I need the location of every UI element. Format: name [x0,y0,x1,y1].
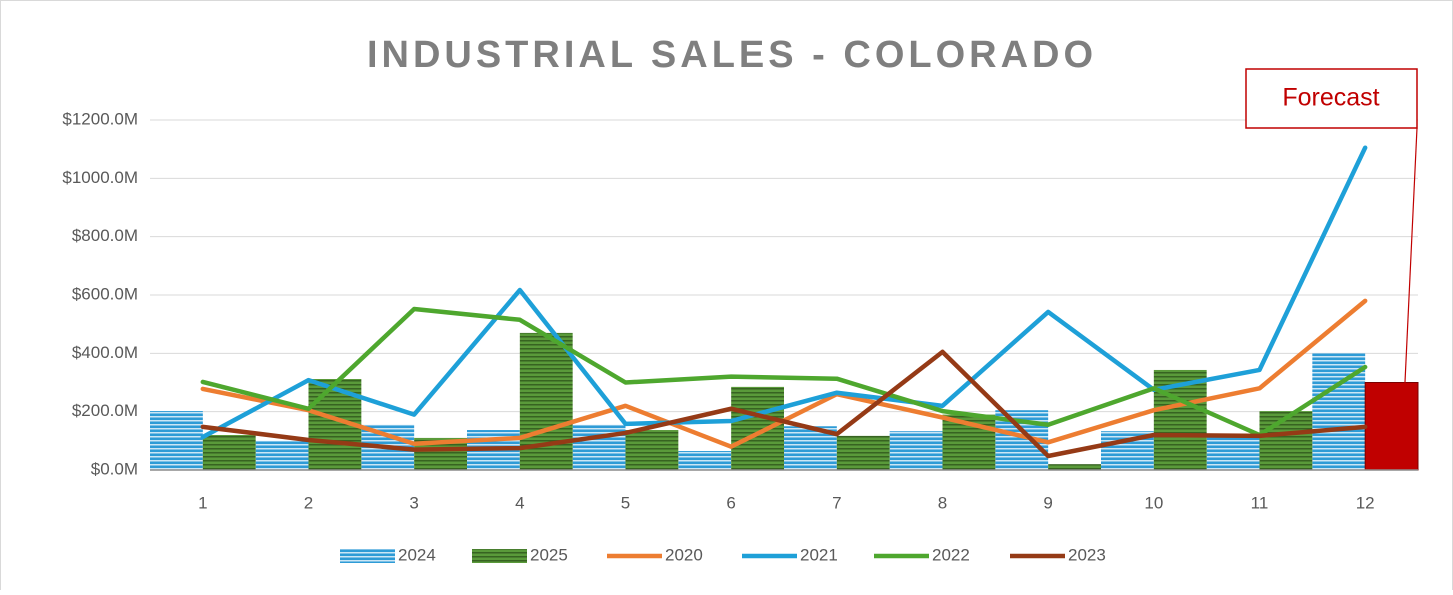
x-tick-label: 5 [621,493,630,512]
x-tick-label: 8 [938,493,947,512]
y-tick-label: $0.0M [91,459,138,478]
bar [519,332,573,470]
x-tick-label: 12 [1356,493,1375,512]
line-series [200,349,1368,459]
legend-swatch [472,549,527,563]
line-series [200,306,1368,438]
bar [625,430,679,470]
x-tick-label: 11 [1251,493,1269,512]
y-tick-label: $400.0M [72,343,138,362]
bar [678,451,732,470]
bar [255,440,309,470]
bar [572,424,626,470]
legend-label: 2022 [932,545,970,564]
x-tick-label: 3 [409,493,418,512]
x-tick-label: 7 [832,493,841,512]
annotation-leader [1404,127,1418,387]
legend-label: 2024 [398,545,436,564]
bar [1206,435,1260,470]
x-tick-label: 6 [726,493,735,512]
y-tick-label: $600.0M [72,284,138,303]
bar [836,435,890,470]
annotation-box [1245,68,1418,129]
x-tick-label: 4 [515,493,524,512]
legend-swatch [340,549,395,563]
chart-title: INDUSTRIAL SALES - COLORADO [367,34,1097,76]
legend-label: 2023 [1068,545,1106,564]
bar [1364,382,1419,471]
line-series [200,145,1368,440]
legend-label: 2020 [665,545,703,564]
y-tick-label: $1000.0M [62,168,138,187]
legend-label: 2025 [530,545,568,564]
annotation-text: Forecast [1282,84,1379,112]
bar [1259,411,1313,470]
bar [1048,464,1101,470]
x-tick-label: 9 [1043,493,1052,512]
bar [889,431,943,470]
bar [731,386,784,470]
x-tick-label: 1 [198,493,207,512]
x-tick-label: 2 [304,493,313,512]
y-tick-label: $200.0M [72,401,138,420]
y-tick-label: $800.0M [72,226,138,245]
y-tick-label: $1200.0M [62,109,138,128]
bar [202,435,256,470]
legend-label: 2021 [800,545,838,564]
x-tick-label: 10 [1144,493,1163,512]
bar [150,411,203,470]
